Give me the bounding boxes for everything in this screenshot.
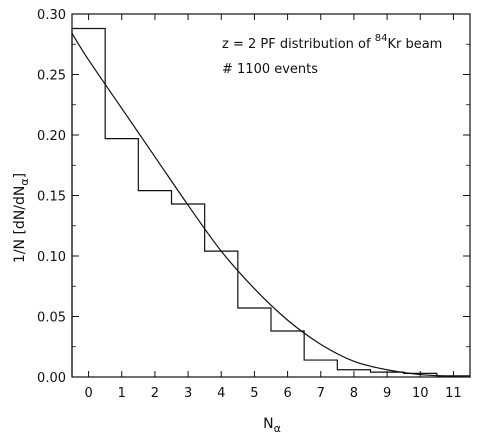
annotation-line-1: z = 2 PF distribution of 84Kr beam — [222, 33, 442, 52]
histogram-bar — [172, 204, 205, 377]
y-tick-label: 0.05 — [37, 311, 66, 326]
x-tick-label: 2 — [151, 386, 159, 401]
x-tick-label: 7 — [317, 386, 325, 401]
histogram — [71, 27, 471, 377]
histogram-outline — [71, 27, 471, 377]
annotation-line-2: # 1100 events — [222, 62, 318, 77]
x-tick-label: 1 — [118, 386, 126, 401]
x-tick-label: 9 — [383, 386, 391, 401]
x-tick-label: 8 — [350, 386, 358, 401]
x-axis-title: Nα — [263, 416, 281, 435]
histogram-bar — [271, 331, 304, 377]
fit-curve-group — [71, 33, 471, 378]
x-tick-label: 0 — [84, 386, 92, 401]
y-tick-label: 0.10 — [37, 250, 66, 265]
x-axis: 0 1 2 3 4 5 6 7 8 9 10 11 — [84, 14, 462, 401]
y-tick-label: 0.15 — [37, 190, 66, 205]
y-tick-label: 0.25 — [37, 69, 66, 84]
histogram-bar — [138, 191, 171, 377]
x-tick-label: 11 — [445, 386, 462, 401]
histogram-bar — [238, 308, 271, 377]
x-tick-label: 10 — [412, 386, 429, 401]
y-axis-title: 1/N [dN/dNα] — [12, 173, 31, 263]
y-tick-label: 0.30 — [37, 8, 66, 23]
x-tick-label: 6 — [283, 386, 291, 401]
histogram-bar — [205, 251, 238, 377]
histogram-bar — [72, 29, 105, 377]
x-tick-label: 4 — [217, 386, 225, 401]
x-tick-label: 5 — [250, 386, 258, 401]
x-tick-label: 3 — [184, 386, 192, 401]
fit-curve — [71, 33, 471, 378]
y-tick-label: 0.20 — [37, 129, 66, 144]
histogram-bar — [105, 139, 138, 377]
y-axis: 0.00 0.05 0.10 0.15 0.20 0.25 0.30 — [37, 8, 470, 386]
y-tick-label: 0.00 — [37, 371, 66, 386]
